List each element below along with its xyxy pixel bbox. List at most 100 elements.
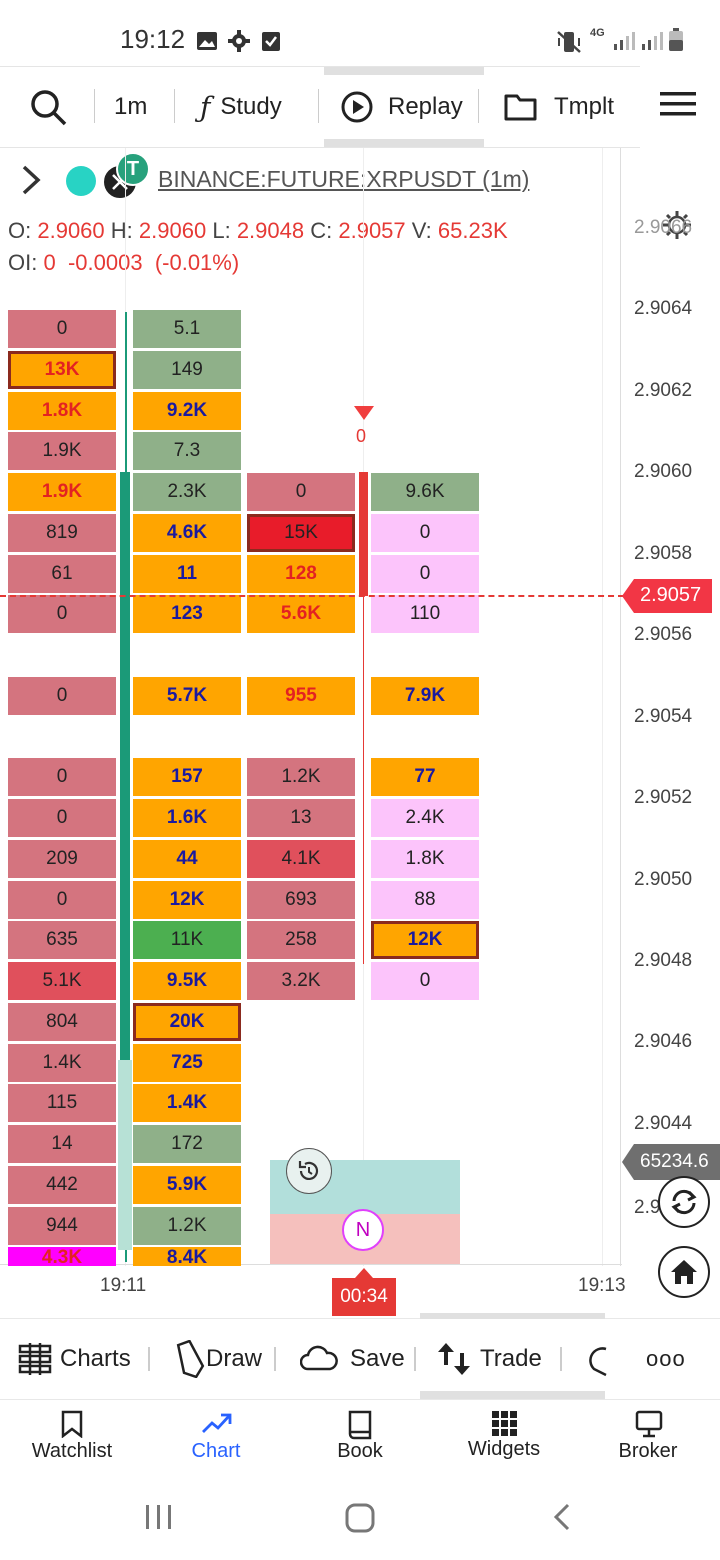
col2-cell: 11	[133, 554, 241, 593]
charts-button[interactable]: Charts	[18, 1319, 131, 1399]
price-label: 2.9056	[634, 624, 693, 645]
oi-label: OI:	[8, 250, 38, 275]
col4-cell: 2.4K	[371, 799, 479, 837]
function-icon: ƒ	[200, 90, 211, 124]
col2-cell: 5.1	[133, 310, 241, 348]
settings-gear-icon	[228, 30, 250, 52]
col1-cell: 0	[8, 880, 116, 919]
save-button[interactable]: Save	[300, 1319, 405, 1399]
tab-widgets[interactable]: Widgets	[449, 1400, 559, 1480]
study-button[interactable]: ƒ Study	[200, 67, 282, 147]
news-badge[interactable]: N	[342, 1209, 384, 1251]
volume-tag	[622, 1144, 720, 1180]
candle-wick-2	[363, 472, 364, 964]
high-label: H:	[110, 218, 133, 243]
interval-button[interactable]: 1m	[114, 93, 148, 120]
col3-cell: 13	[247, 799, 355, 837]
tab-watchlist-label: Watchlist	[31, 1440, 113, 1462]
col1-cell: 209	[8, 839, 116, 878]
search-icon	[31, 90, 67, 126]
price-label: 2.9058	[634, 543, 693, 564]
replay-active-indicator-bottom	[324, 139, 484, 147]
drawing-toolbar: Charts Draw Save Trade ooo	[0, 1313, 720, 1400]
tab-broker-label: Broker	[618, 1440, 678, 1462]
oi-row: OI: 0 -0.0003 (-0.01%)	[8, 250, 239, 276]
search-button[interactable]	[28, 67, 72, 147]
price-label: 2.9046	[634, 1031, 693, 1052]
trade-arrows-icon	[438, 1343, 470, 1375]
col2-cell: 12K	[133, 880, 241, 919]
template-button[interactable]: Tmplt	[504, 67, 614, 147]
countdown-pointer	[355, 1268, 373, 1278]
recent-apps-icon[interactable]	[144, 1502, 174, 1532]
replay-button[interactable]: Replay	[340, 67, 463, 147]
tab-chart[interactable]: Chart	[161, 1400, 271, 1480]
candle-wick-1	[125, 312, 127, 1262]
back-nav-icon[interactable]	[550, 1502, 574, 1532]
col4-cell: 77	[371, 758, 479, 797]
draw-label: Draw	[206, 1345, 263, 1372]
gear-icon	[663, 211, 691, 239]
time-label-1913: 19:13	[578, 1275, 626, 1296]
col2-cell: 2.3K	[133, 473, 241, 511]
col2-cell: 8.4K	[133, 1247, 241, 1266]
col1-cell: 1.9K	[8, 473, 116, 511]
high-value: 2.9060	[138, 218, 207, 243]
alert-clock-icon	[589, 1347, 607, 1377]
menu-button[interactable]	[660, 88, 696, 120]
col4-cell: 7.9K	[371, 676, 479, 715]
widgets-grid-icon	[492, 1411, 517, 1436]
tab-book-label: Book	[337, 1440, 383, 1462]
home-button[interactable]	[658, 1246, 710, 1298]
ohlcv-row: O: 2.9060 H: 2.9060 L: 2.9048 C: 2.9057 …	[8, 218, 508, 244]
col3-cell: 258	[247, 921, 355, 960]
price-label: 2.9044	[634, 1113, 693, 1134]
col3-cell: 5.6K	[247, 595, 355, 634]
chart-toolbar: 1m ƒ Study Replay Tmplt	[0, 66, 640, 148]
clipboard-check-icon	[262, 32, 280, 51]
tab-broker[interactable]: Broker	[593, 1400, 703, 1480]
col1-cell: 1.8K	[8, 391, 116, 430]
gallery-icon	[197, 32, 217, 50]
tab-watchlist[interactable]: Watchlist	[17, 1400, 127, 1480]
col2-cell: 1.2K	[133, 1206, 241, 1245]
price-label: 2.9064	[634, 298, 693, 319]
volume-label: V:	[411, 218, 432, 243]
price-label: 2.9054	[634, 706, 693, 727]
col2-cell: 149	[133, 350, 241, 389]
col2-cell: 123	[133, 595, 241, 634]
volume-tag-label: 65234.6	[640, 1151, 709, 1172]
chart-settings-button[interactable]	[662, 210, 692, 240]
trade-button[interactable]: Trade	[436, 1319, 542, 1399]
open-value: 2.9060	[37, 218, 105, 243]
mute-vibrate-icon	[557, 31, 581, 53]
alert-button[interactable]	[588, 1319, 608, 1399]
home-nav-icon[interactable]	[344, 1502, 376, 1534]
close-label: C:	[310, 218, 333, 243]
col3-cell: 693	[247, 880, 355, 919]
col1-cell: 14	[8, 1125, 116, 1163]
tab-book[interactable]: Book	[305, 1400, 415, 1480]
chart-line-icon	[202, 1413, 232, 1433]
sync-button[interactable]	[658, 1176, 710, 1228]
charts-layout-icon	[18, 1343, 52, 1375]
more-button[interactable]: ooo	[646, 1346, 686, 1371]
col1-cell: 442	[8, 1165, 116, 1204]
col1-cell: 13K	[8, 350, 116, 389]
oi-change: -0.0003	[67, 250, 143, 275]
open-label: O:	[8, 218, 32, 243]
col4-cell: 88	[371, 880, 479, 919]
col1-cell: 635	[8, 921, 116, 960]
refresh-icon	[671, 1189, 697, 1215]
reset-position-button[interactable]	[286, 1148, 332, 1194]
col2-cell: 5.7K	[133, 676, 241, 715]
draw-button[interactable]: Draw	[176, 1319, 262, 1399]
symbol-name[interactable]: BINANCE:FUTURE:XRPUSDT (1m)	[158, 166, 530, 192]
network-type-label: 4G	[590, 27, 605, 39]
replay-active-indicator-top	[324, 67, 484, 75]
current-price-line	[0, 595, 624, 597]
pencil-icon	[176, 1340, 205, 1378]
expand-legend-button[interactable]	[18, 164, 44, 196]
col3-cell: 15K	[247, 513, 355, 552]
replay-label: Replay	[388, 93, 463, 120]
